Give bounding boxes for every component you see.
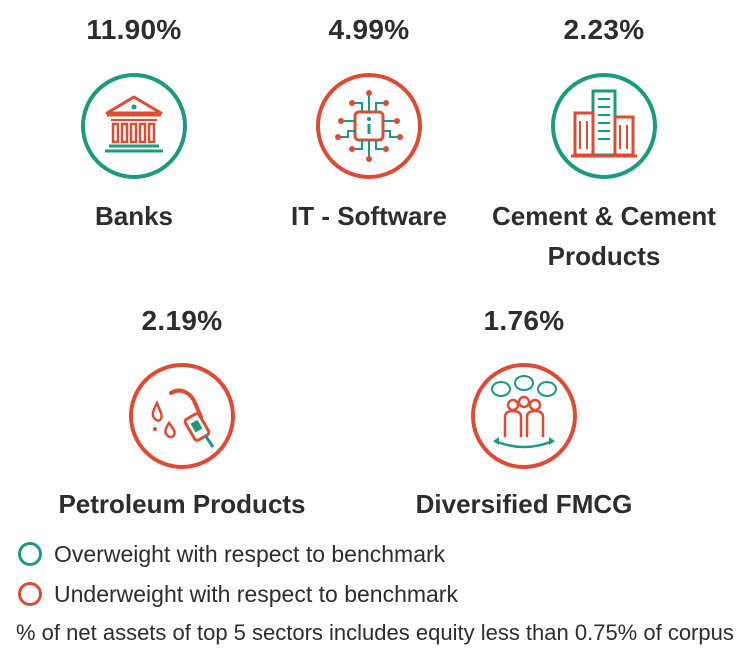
sector-name-petroleum: Petroleum Products (58, 489, 306, 519)
sector-icon-ring (316, 73, 422, 179)
sector-percent: 1.76% (483, 305, 565, 336)
underweight-circle-icon (18, 582, 42, 606)
sector-name-it-software: IT - Software (290, 201, 447, 231)
sector-percent: 2.23% (563, 14, 645, 45)
circuit-chip-icon (335, 90, 403, 162)
sector-percent: 4.99% (328, 14, 410, 45)
sector-icon-ring (471, 363, 577, 469)
legend-label: Overweight with respect to benchmark (54, 540, 446, 567)
office-buildings-icon (571, 89, 637, 158)
sector-name-banks: Banks (94, 201, 174, 231)
sector-percent: 11.90% (86, 14, 182, 45)
sector-name-cement: Cement & Cement Products (492, 201, 716, 271)
sector-icon-ring (551, 73, 657, 179)
consumers-group-icon (491, 375, 557, 449)
sector-icon-ring (81, 73, 187, 179)
bank-building-icon (105, 95, 163, 153)
legend-label: Underweight with respect to benchmark (54, 580, 458, 607)
footnote: % of net assets of top 5 sectors include… (16, 620, 734, 645)
sector-name-fmcg: Diversified FMCG (415, 489, 633, 519)
sector-icon-ring (129, 363, 235, 469)
sector-percent: 2.19% (141, 305, 223, 336)
legend-underweight: Underweight with respect to benchmark (18, 577, 458, 611)
fuel-nozzle-icon (151, 388, 215, 448)
overweight-circle-icon (18, 542, 42, 566)
legend-overweight: Overweight with respect to benchmark (18, 537, 445, 571)
